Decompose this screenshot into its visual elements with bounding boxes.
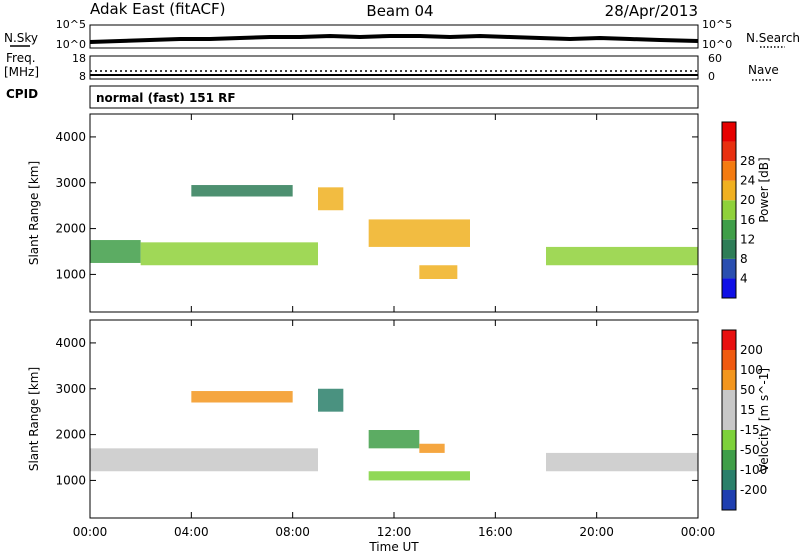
data-region-3 (318, 187, 344, 211)
data-region-6 (546, 246, 698, 266)
y-tick-label-2: 3000 (55, 382, 86, 396)
noise-panel: 10^5 10^0 10^5 10^0 N.Sky N.Search (4, 18, 800, 51)
velocity-colorbar: 200 100 50 15 -15 -50 -100 -200 (721, 329, 767, 511)
colorbar-tick-0: 200 (740, 343, 763, 357)
freq-label: Freq. (6, 51, 36, 65)
data-region-1 (191, 391, 293, 403)
colorbar-tick-4: -15 (740, 423, 760, 437)
cpid-value: normal (fast) 151 RF (96, 91, 236, 105)
colorbar-swatch-8 (722, 122, 736, 142)
cpid-label: CPID (6, 87, 38, 101)
freq-unit-label: [MHz] (4, 65, 39, 79)
freq-tick-bottom: 8 (79, 70, 86, 83)
velocity-y-ticks: 1000 2000 3000 4000 (55, 336, 698, 487)
velocity-data-layer (90, 388, 698, 481)
colorbar-tick-5: -50 (740, 443, 760, 457)
colorbar-swatch-8 (722, 490, 736, 510)
colorbar-swatch-6 (722, 161, 736, 181)
power-y-label: Slant Range [km] (27, 161, 41, 265)
colorbar-tick-1: 100 (740, 363, 763, 377)
x-axis-label: Time UT (368, 540, 419, 554)
y-tick-label-1: 2000 (55, 428, 86, 442)
power-colorbar-label: Power [dB] (757, 157, 771, 222)
nave-tick-top: 60 (708, 52, 722, 65)
data-region-5 (368, 471, 470, 481)
colorbar-tick-2: 50 (740, 383, 755, 397)
colorbar-tick-4: 20 (740, 193, 755, 207)
colorbar-swatch-0 (722, 330, 736, 350)
x-tick-label-2: 08:00 (275, 525, 310, 539)
y-tick-label-3: 4000 (55, 130, 86, 144)
colorbar-swatch-1 (722, 258, 736, 279)
y-tick-label-3: 4000 (55, 336, 86, 350)
colorbar-tick-0: 4 (740, 271, 748, 285)
x-axis-ticks: 00:00 04:00 08:00 12:00 16:00 20:00 00:00 (73, 114, 716, 539)
date-title: 28/Apr/2013 (605, 2, 698, 20)
nave-tick-bottom: 0 (708, 70, 715, 83)
y-tick-label-0: 1000 (55, 267, 86, 281)
colorbar-swatch-5 (722, 430, 736, 450)
data-region-4 (419, 443, 445, 453)
data-region-3 (368, 430, 420, 449)
data-region-4 (368, 219, 470, 247)
noise-sky-trace (89, 33, 699, 44)
noise-tick-bottom-right: 10^0 (702, 38, 732, 51)
colorbar-swatch-7 (722, 470, 736, 490)
data-region-0 (90, 240, 141, 263)
velocity-panel: 1000 2000 3000 4000 Slant Range [km] (27, 319, 699, 519)
colorbar-swatch-3 (722, 219, 736, 240)
noise-tick-top-left: 10^5 (56, 18, 86, 31)
y-tick-label-2: 3000 (55, 176, 86, 190)
noise-tick-top-right: 10^5 (702, 18, 732, 31)
colorbar-swatch-4 (722, 410, 736, 430)
colorbar-swatch-2 (722, 370, 736, 390)
x-tick-label-5: 20:00 (579, 525, 614, 539)
freq-panel: 18 8 60 0 Freq. [MHz] Nave (4, 51, 779, 83)
colorbar-tick-5: 24 (740, 174, 755, 188)
colorbar-swatch-3 (722, 390, 736, 410)
data-region-5 (419, 265, 458, 279)
y-tick-label-0: 1000 (55, 473, 86, 487)
data-region-6 (546, 452, 698, 472)
data-region-2 (191, 185, 293, 197)
colorbar-swatch-0 (722, 278, 736, 298)
data-region-1 (140, 242, 318, 266)
power-panel: 1000 2000 3000 4000 Slant Range [km] (27, 113, 699, 313)
colorbar-swatch-6 (722, 450, 736, 470)
colorbar-swatch-5 (722, 180, 736, 201)
x-tick-label-1: 04:00 (174, 525, 209, 539)
colorbar-swatch-2 (722, 239, 736, 259)
nsearch-label: N.Search (746, 31, 800, 45)
colorbar-tick-7: -200 (740, 483, 767, 497)
velocity-colorbar-label: Velocity [m s^-1] (757, 368, 771, 472)
beam-title: Beam 04 (366, 2, 433, 20)
colorbar-swatch-7 (722, 141, 736, 162)
x-tick-label-3: 12:00 (377, 525, 412, 539)
x-tick-label-4: 16:00 (478, 525, 513, 539)
colorbar-swatch-4 (722, 200, 736, 220)
colorbar-tick-1: 8 (740, 252, 748, 266)
power-y-ticks: 1000 2000 3000 4000 (55, 130, 698, 281)
power-data-layer (90, 185, 698, 279)
colorbar-swatch-1 (722, 350, 736, 370)
colorbar-tick-2: 12 (740, 232, 755, 246)
colorbar-tick-6: -100 (740, 463, 767, 477)
colorbar-tick-3: 16 (740, 213, 755, 227)
velocity-y-label: Slant Range [km] (27, 367, 41, 471)
y-tick-label-1: 2000 (55, 222, 86, 236)
colorbar-tick-3: 15 (740, 403, 755, 417)
noise-tick-bottom-left: 10^0 (56, 38, 86, 51)
data-region-0 (90, 448, 318, 472)
freq-tick-top: 18 (72, 52, 86, 65)
nave-label: Nave (748, 63, 779, 77)
power-colorbar: 4 8 12 16 20 24 28 (721, 121, 755, 299)
x-tick-label-0: 00:00 (73, 525, 108, 539)
cpid-box (89, 85, 699, 109)
colorbar-tick-6: 28 (740, 154, 755, 168)
nsky-label: N.Sky (4, 31, 38, 45)
data-region-2 (318, 388, 344, 412)
x-tick-label-6: 00:00 (681, 525, 716, 539)
station-title: Adak East (fitACF) (90, 0, 225, 18)
